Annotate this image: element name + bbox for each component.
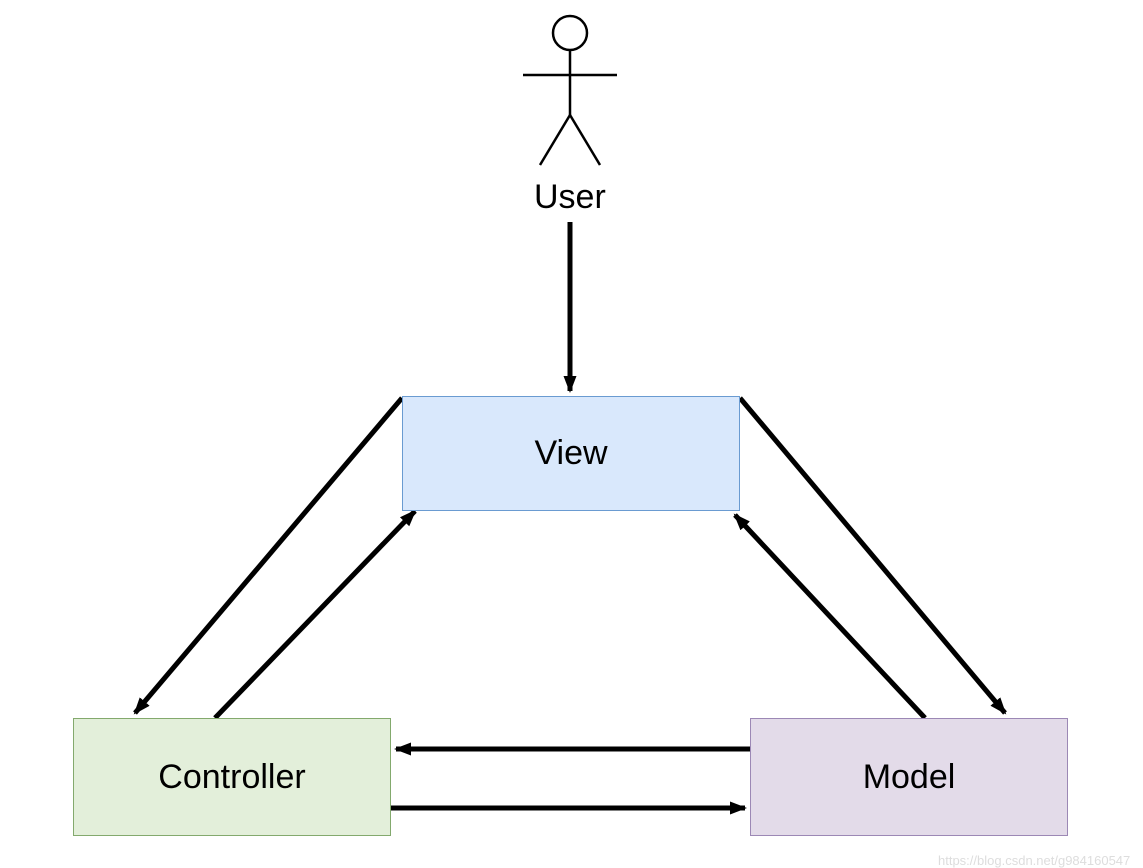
- edge-view-to-controller: [135, 398, 402, 713]
- edge-controller-to-view: [215, 511, 415, 718]
- node-view: View: [402, 396, 740, 511]
- watermark-text: https://blog.csdn.net/g984160547: [938, 853, 1130, 868]
- user-stick-figure: [523, 16, 617, 165]
- edge-view-to-model: [740, 398, 1005, 713]
- user-label: User: [534, 178, 606, 217]
- mvc-diagram: ViewControllerModel User https://blog.cs…: [0, 0, 1143, 864]
- node-model: Model: [750, 718, 1068, 836]
- node-label-model: Model: [863, 758, 956, 797]
- node-controller: Controller: [73, 718, 391, 836]
- node-label-controller: Controller: [158, 758, 305, 797]
- node-label-view: View: [534, 434, 607, 473]
- edge-model-to-view: [735, 515, 925, 718]
